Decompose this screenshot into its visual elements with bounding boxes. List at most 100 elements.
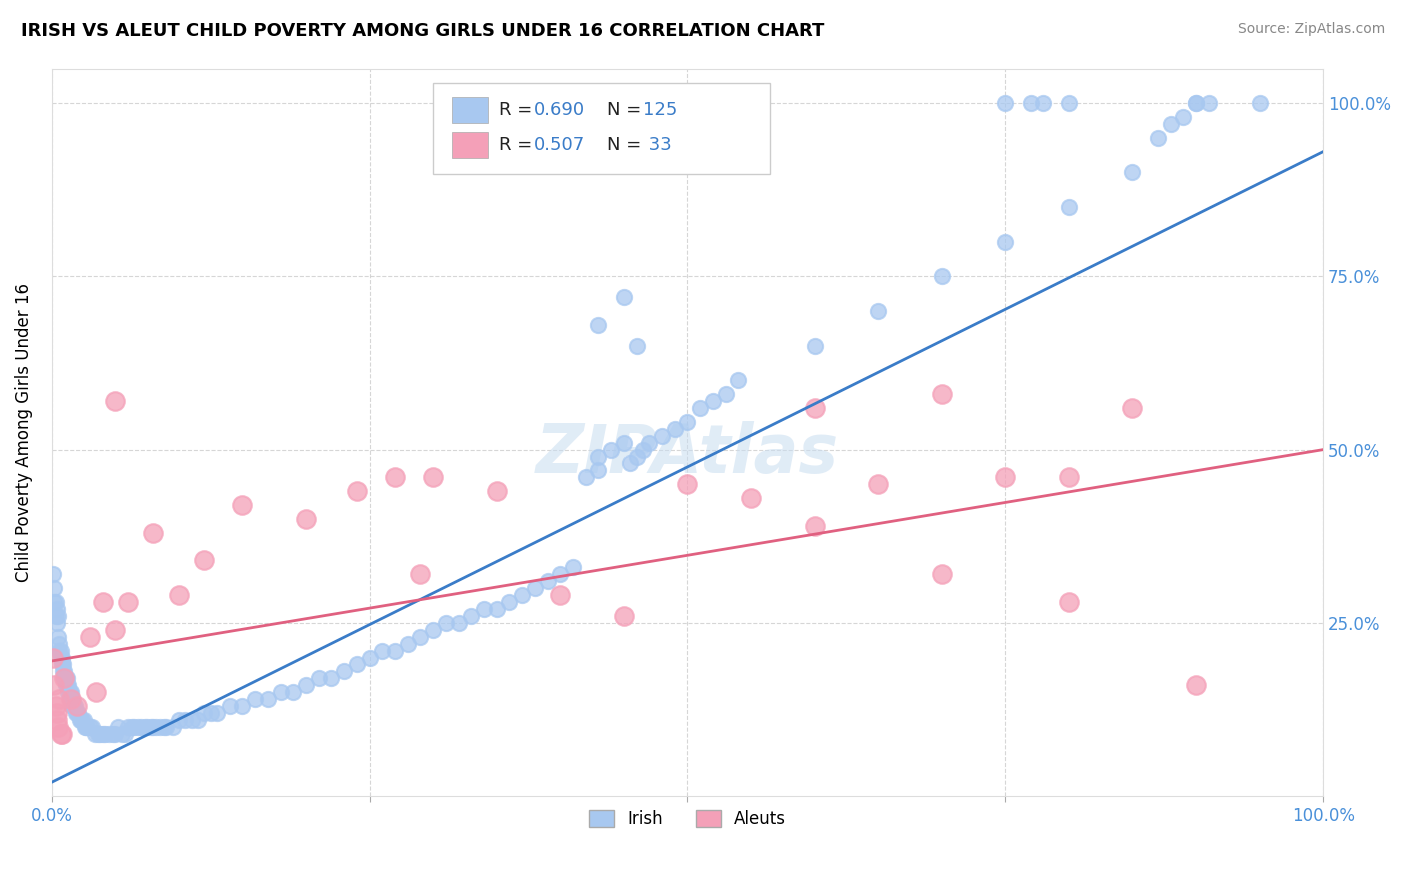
Point [740,491,762,505]
Point [187,713,209,727]
Point [308,671,330,685]
FancyBboxPatch shape [453,132,488,158]
Point [626,450,648,464]
Point [205,706,228,720]
Point [72,713,94,727]
Point [59,692,82,706]
Point [575,470,598,484]
Point [55,678,77,692]
Point [638,435,661,450]
Point [868,477,890,491]
Point [714,387,737,401]
Point [62,698,84,713]
Point [75,720,97,734]
Text: 0.690: 0.690 [534,101,585,119]
Point [613,290,636,304]
Text: N =: N = [607,136,647,154]
Point [60,698,83,713]
Point [409,567,432,582]
Point [422,623,444,637]
Point [613,609,636,624]
Point [1057,200,1080,214]
Point [231,498,253,512]
Point [58,685,80,699]
Point [1147,130,1170,145]
Point [1121,165,1143,179]
Point [702,394,724,409]
Point [72,713,94,727]
Point [48,692,70,706]
Point [51,727,73,741]
Point [42,650,65,665]
Point [114,727,136,741]
Point [588,463,610,477]
Point [931,567,953,582]
Point [117,595,139,609]
Point [167,713,190,727]
Text: ZIPAtlas: ZIPAtlas [536,421,839,487]
Point [124,720,146,734]
Point [1185,96,1208,111]
Point [803,519,825,533]
Point [94,727,117,741]
Point [86,727,108,741]
Point [359,650,381,665]
Point [45,609,67,624]
Point [42,567,65,582]
Point [53,671,76,685]
Point [76,720,98,734]
Point [139,720,162,734]
Point [145,720,167,734]
Point [97,727,120,741]
Point [84,727,107,741]
Point [46,630,69,644]
Point [52,657,75,672]
Point [218,698,240,713]
Point [45,602,67,616]
Point [409,630,432,644]
Point [447,615,470,630]
Point [803,339,825,353]
Point [472,602,495,616]
Point [45,713,67,727]
Point [371,643,394,657]
Point [73,720,96,734]
Point [46,609,69,624]
Point [51,657,73,672]
Point [994,470,1017,484]
Point [384,470,406,484]
Point [270,685,292,699]
Point [55,671,77,685]
Point [66,698,89,713]
Point [56,678,79,692]
Point [49,650,72,665]
Text: R =: R = [499,101,538,119]
Point [117,720,139,734]
Point [1057,470,1080,484]
Point [101,727,124,741]
Point [127,720,149,734]
Point [803,401,825,415]
Point [931,387,953,401]
Point [111,727,134,741]
Point [79,720,101,734]
Point [60,692,83,706]
Point [994,96,1017,111]
Point [58,692,80,706]
Point [689,401,711,415]
Point [91,727,114,741]
Point [536,574,558,589]
Point [200,706,222,720]
Point [59,685,82,699]
Point [562,560,585,574]
FancyBboxPatch shape [453,97,488,123]
Point [52,665,75,679]
Point [994,235,1017,249]
Point [45,595,67,609]
Point [174,713,197,727]
Point [49,727,72,741]
Point [167,588,190,602]
Point [104,623,127,637]
Point [550,588,572,602]
Point [149,720,172,734]
